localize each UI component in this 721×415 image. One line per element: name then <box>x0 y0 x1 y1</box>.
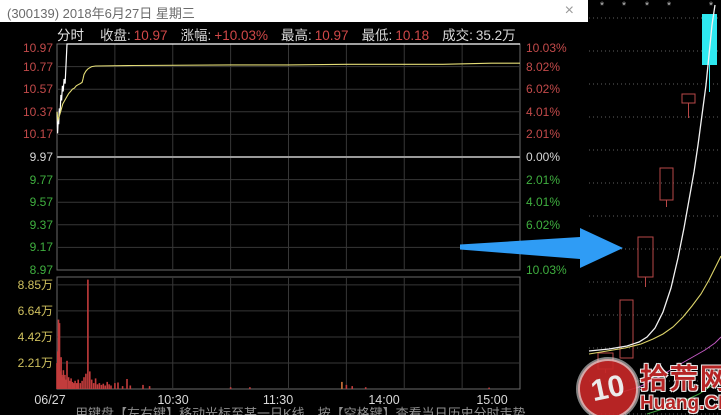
time-axis-label: 10:30 <box>157 393 189 407</box>
watermark-site-domain: Huang.CN <box>640 393 721 414</box>
price-axis-label: 10.77 <box>22 59 53 74</box>
watermark-text: 拾荒网 Huang.CN <box>640 363 721 414</box>
price-axis-label: 10.57 <box>22 82 53 97</box>
time-axis-label: 14:00 <box>368 393 400 407</box>
quote-field-label: 成交: <box>442 28 473 43</box>
time-axis-label: 06/27 <box>34 393 66 407</box>
price-axis-label: 8.97 <box>29 263 53 277</box>
site-watermark: 10 拾荒网 Huang.CN <box>572 353 721 415</box>
quote-field-label: 最低: <box>361 28 393 43</box>
quote-field-value: 10.97 <box>133 28 168 43</box>
price-axis-label: 9.77 <box>29 172 53 187</box>
price-axis-label: 10.97 <box>22 41 53 55</box>
quote-field-label: 涨幅: <box>180 28 212 43</box>
volume-axis-label: 8.85万 <box>17 277 53 292</box>
time-axis-label: 15:00 <box>476 393 508 407</box>
volume-axis-label: 4.42万 <box>17 330 53 344</box>
price-axis-label: 9.57 <box>29 195 53 210</box>
shihuang-logo-icon: 10 <box>572 353 644 415</box>
price-axis-left: 10.97 10.77 10.57 10.37 10.17 9.97 9.77 9.57 9.3… <box>0 0 55 415</box>
time-axis: 06/27 10:30 11:30 14:00 15:00 <box>0 392 589 408</box>
volume-pane[interactable] <box>57 277 520 389</box>
time-axis-label: 11:30 <box>262 393 294 407</box>
title-bar: (300139) 2018年6月27日 星期三 × <box>0 0 588 22</box>
pct-axis-label: 4.01% <box>526 195 561 210</box>
pct-axis-label: 4.01% <box>526 104 561 119</box>
volume-axis-label: 6.64万 <box>17 303 53 318</box>
quote-field-label: 最高: <box>281 28 312 43</box>
pct-axis-label: 6.02% <box>526 82 561 97</box>
quote-field-value: 10.97 <box>314 28 349 43</box>
quote-field-label: 收盘: <box>100 28 131 43</box>
price-axis-label: 9.17 <box>29 240 53 255</box>
close-icon[interactable]: × <box>564 2 574 19</box>
quote-field-value: 10.18 <box>395 28 430 43</box>
price-pane[interactable] <box>57 44 520 270</box>
pct-axis-label: 2.01% <box>526 172 561 187</box>
quote-fields: 收盘: 10.97 涨幅: +10.03% 最高: 10.97 最低: 10.18 成交: 35.… <box>100 28 529 43</box>
pct-axis-label: 6.02% <box>526 217 561 232</box>
keyboard-help-text: 用键盘【左右键】移动光标至某一日K线，按【空格键】查看当日历史分时走势 <box>75 406 526 415</box>
quote-field-value: +10.03% <box>214 28 268 43</box>
window-title: (300139) 2018年6月27日 星期三 <box>7 6 195 21</box>
volume-axis-label: 2.21万 <box>17 356 53 370</box>
percent-axis-right: 10.03% 8.02% 6.02% 4.01% 2.01% 0.00% 2.01% 4.01… <box>524 0 576 415</box>
pct-axis-label: 10.03% <box>526 263 567 277</box>
price-axis-label: 10.37 <box>22 104 53 119</box>
quote-field-value: 35.2万 <box>475 28 516 43</box>
watermark-site-name: 拾荒网 <box>640 363 721 394</box>
price-axis-label: 9.97 <box>29 150 53 164</box>
pct-axis-label: 10.03% <box>526 41 567 55</box>
tab-intraday[interactable]: 分时 <box>57 28 84 43</box>
price-axis-label: 10.17 <box>22 127 53 142</box>
pct-axis-label: 0.00% <box>526 150 561 164</box>
pct-axis-label: 8.02% <box>526 240 561 255</box>
pct-axis-label: 8.02% <box>526 59 561 74</box>
kline-preview-pane[interactable] <box>589 0 721 415</box>
price-axis-label: 9.37 <box>29 217 53 232</box>
pct-axis-label: 2.01% <box>526 127 561 142</box>
quote-header: 分时 收盘: 10.97 涨幅: +10.03% 最高: 10.97 最低: 10.18 成交: 3… <box>57 24 529 43</box>
